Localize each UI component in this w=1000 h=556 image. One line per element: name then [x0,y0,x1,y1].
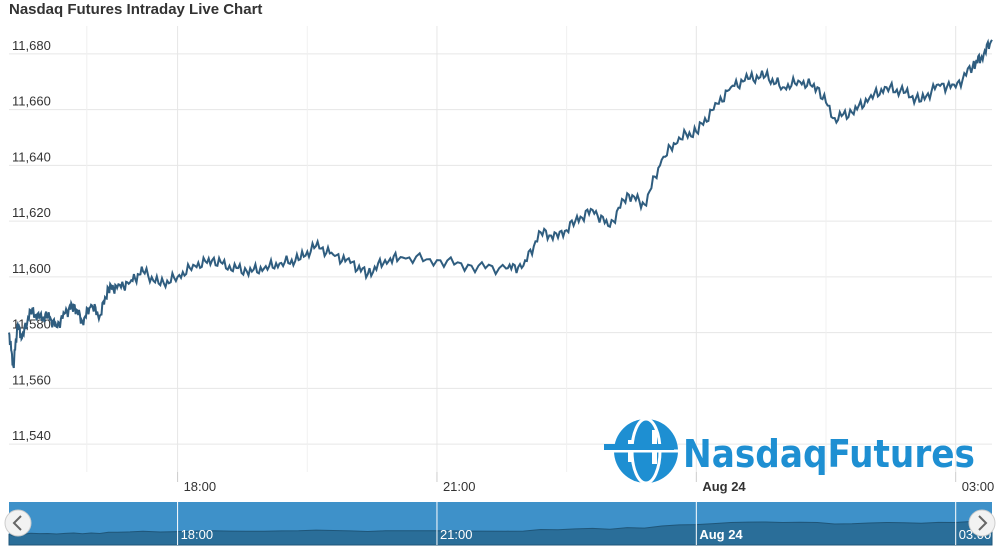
chevron-right-icon [978,515,988,531]
y-tick-label: 11,680 [12,38,51,53]
x-tick-label: 18:00 [184,479,217,494]
y-axis-ticks: 11,54011,56011,58011,60011,62011,64011,6… [12,38,51,443]
x-tick-label: 21:00 [443,479,476,494]
y-tick-label: 11,660 [12,94,51,109]
navigator-tick-label: 18:00 [181,527,214,542]
navigator-right-handle[interactable] [968,509,996,537]
y-tick-label: 11,540 [12,428,51,443]
x-tick-label: Aug 24 [702,479,746,494]
x-tick-label: 03:00 [962,479,995,494]
navigator-left-handle[interactable] [4,509,32,537]
chevron-left-icon [12,515,22,531]
logo-wordmark: NasdaqFutures [683,432,975,476]
price-series-line [8,38,993,369]
logo-bar-icon [628,440,633,462]
navigator-tick-label: 21:00 [440,527,473,542]
y-tick-label: 11,620 [12,205,51,220]
grid-lines [9,26,992,482]
y-tick-label: 11,600 [12,261,51,276]
logo-swoosh [604,444,674,450]
chart-title: Nasdaq Futures Intraday Live Chart [9,1,263,18]
x-axis-ticks: 18:00 21:00 Aug 24 03:00 [184,479,995,494]
y-tick-label: 11,560 [12,372,51,387]
nasdaqfutures-logo: NasdaqFutures [604,417,975,485]
y-tick-label: 11,640 [12,149,51,164]
navigator-tick-label: Aug 24 [699,527,743,542]
